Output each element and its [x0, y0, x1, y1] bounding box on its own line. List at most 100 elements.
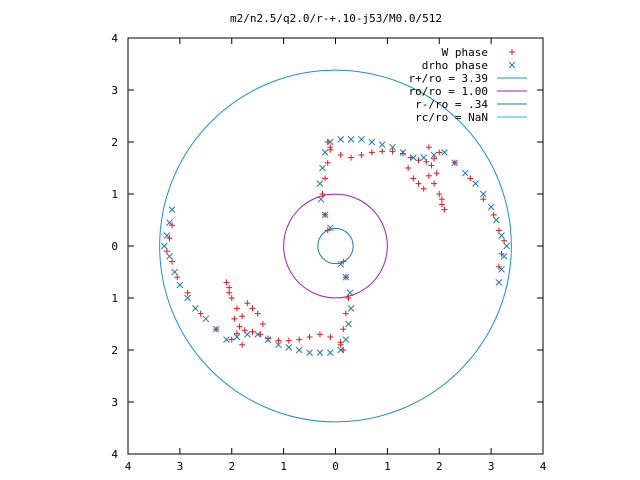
w-phase-point	[348, 154, 355, 161]
w-phase-point	[337, 341, 344, 348]
w-phase-point	[337, 152, 344, 158]
drho-phase-point	[495, 279, 503, 286]
w-phase-point	[324, 159, 331, 166]
x-tick-label: 1	[280, 460, 287, 473]
drho-phase-point	[285, 344, 293, 351]
drho-phase-point	[275, 341, 282, 349]
drho-phase-point	[243, 331, 251, 338]
w-phase-point	[228, 295, 235, 301]
drho-phase-point	[317, 195, 325, 203]
w-phase-point	[275, 337, 282, 344]
drho-phase-point	[347, 305, 355, 312]
w-phase-point	[259, 321, 266, 327]
y-tick-label: 4	[111, 32, 118, 45]
legend-label: ro/ro = 1.00	[409, 85, 488, 98]
w-phase-point	[226, 284, 233, 291]
drho-phase-point	[306, 349, 313, 356]
w-phase-point	[389, 148, 396, 155]
drho-phase-point	[337, 136, 345, 143]
w-phase-point	[239, 313, 246, 320]
drho-phase-point	[166, 219, 173, 226]
drho-phase-point	[192, 305, 199, 312]
w-phase-point	[480, 196, 487, 203]
w-phase-point	[431, 180, 438, 187]
legend-label: W phase	[442, 46, 488, 59]
drho-phase-point	[368, 138, 376, 146]
x-tick-label: 2	[436, 460, 443, 473]
y-tick-label: 2	[111, 136, 118, 149]
drho-phase-point	[498, 266, 505, 273]
x-tick-label: 3	[488, 460, 495, 473]
drho-phase-point	[316, 349, 324, 356]
x-tick-label: 4	[540, 460, 547, 473]
w-phase-point	[236, 323, 243, 330]
legend-label: r-/ro = .34	[415, 98, 488, 111]
w-phase-point	[327, 144, 334, 151]
drho-phase-point	[337, 260, 345, 268]
drho-phase-point	[337, 346, 345, 354]
data-series	[160, 136, 511, 356]
drho-phase-point	[487, 203, 495, 211]
w-phase-point	[410, 175, 417, 182]
drho-phase-point	[212, 325, 220, 333]
drho-phase-point	[409, 154, 417, 161]
w-phase-point	[244, 300, 251, 307]
y-tick-label: 3	[111, 396, 118, 409]
legend-plus-marker	[509, 49, 515, 55]
circle-r-	[159, 69, 512, 423]
legend-label: drho phase	[422, 59, 488, 72]
w-phase-point	[342, 310, 349, 317]
series-drho-phase	[160, 136, 511, 356]
w-phase-point	[265, 335, 272, 342]
drho-phase-point	[202, 315, 210, 323]
drho-phase-point	[326, 224, 334, 232]
chart-title: m2/n2.5/q2.0/r-+.10-j53/M0.0/512	[230, 12, 442, 25]
drho-phase-point	[319, 164, 326, 172]
circle-ro	[283, 193, 388, 299]
w-phase-point	[226, 289, 233, 296]
x-tick-label: 0	[332, 460, 339, 473]
x-tick-label: 3	[177, 460, 184, 473]
w-phase-point	[223, 279, 230, 286]
w-phase-point	[438, 196, 445, 203]
drho-phase-point	[347, 136, 355, 143]
drho-phase-point	[345, 320, 352, 328]
w-phase-point	[467, 175, 474, 182]
w-phase-point	[184, 289, 191, 296]
w-phase-point	[436, 191, 443, 197]
y-tick-label: 0	[111, 240, 118, 253]
legend-label: r+/ro = 3.39	[409, 72, 488, 85]
w-phase-point	[316, 331, 323, 338]
drho-phase-point	[441, 149, 448, 156]
drho-phase-point	[358, 136, 365, 143]
w-phase-point	[358, 152, 365, 158]
drho-phase-point	[430, 151, 438, 159]
drho-phase-point	[163, 232, 171, 239]
x-tick-label: 1	[384, 460, 391, 473]
w-phase-point	[438, 201, 445, 208]
drho-phase-point	[233, 333, 241, 341]
y-tick-label: 4	[111, 448, 118, 461]
w-phase-point	[428, 162, 435, 169]
y-tick-label: 2	[111, 344, 118, 357]
w-phase-point	[296, 336, 303, 343]
drho-phase-point	[223, 336, 230, 343]
w-phase-point	[254, 310, 261, 317]
w-phase-point	[322, 175, 329, 182]
w-phase-point	[420, 185, 427, 192]
drho-phase-point	[420, 154, 428, 161]
drho-phase-point	[176, 281, 184, 289]
drho-phase-point	[346, 289, 354, 297]
w-phase-point	[431, 155, 438, 162]
x-tick-label: 4	[125, 460, 132, 473]
drho-phase-point	[342, 273, 350, 281]
drho-phase-point	[171, 268, 179, 276]
drho-phase-point	[503, 242, 511, 250]
w-phase-point	[368, 149, 375, 156]
w-phase-point	[249, 305, 256, 312]
drho-phase-point	[342, 336, 350, 343]
drho-phase-point	[321, 149, 329, 156]
w-phase-point	[231, 315, 238, 322]
